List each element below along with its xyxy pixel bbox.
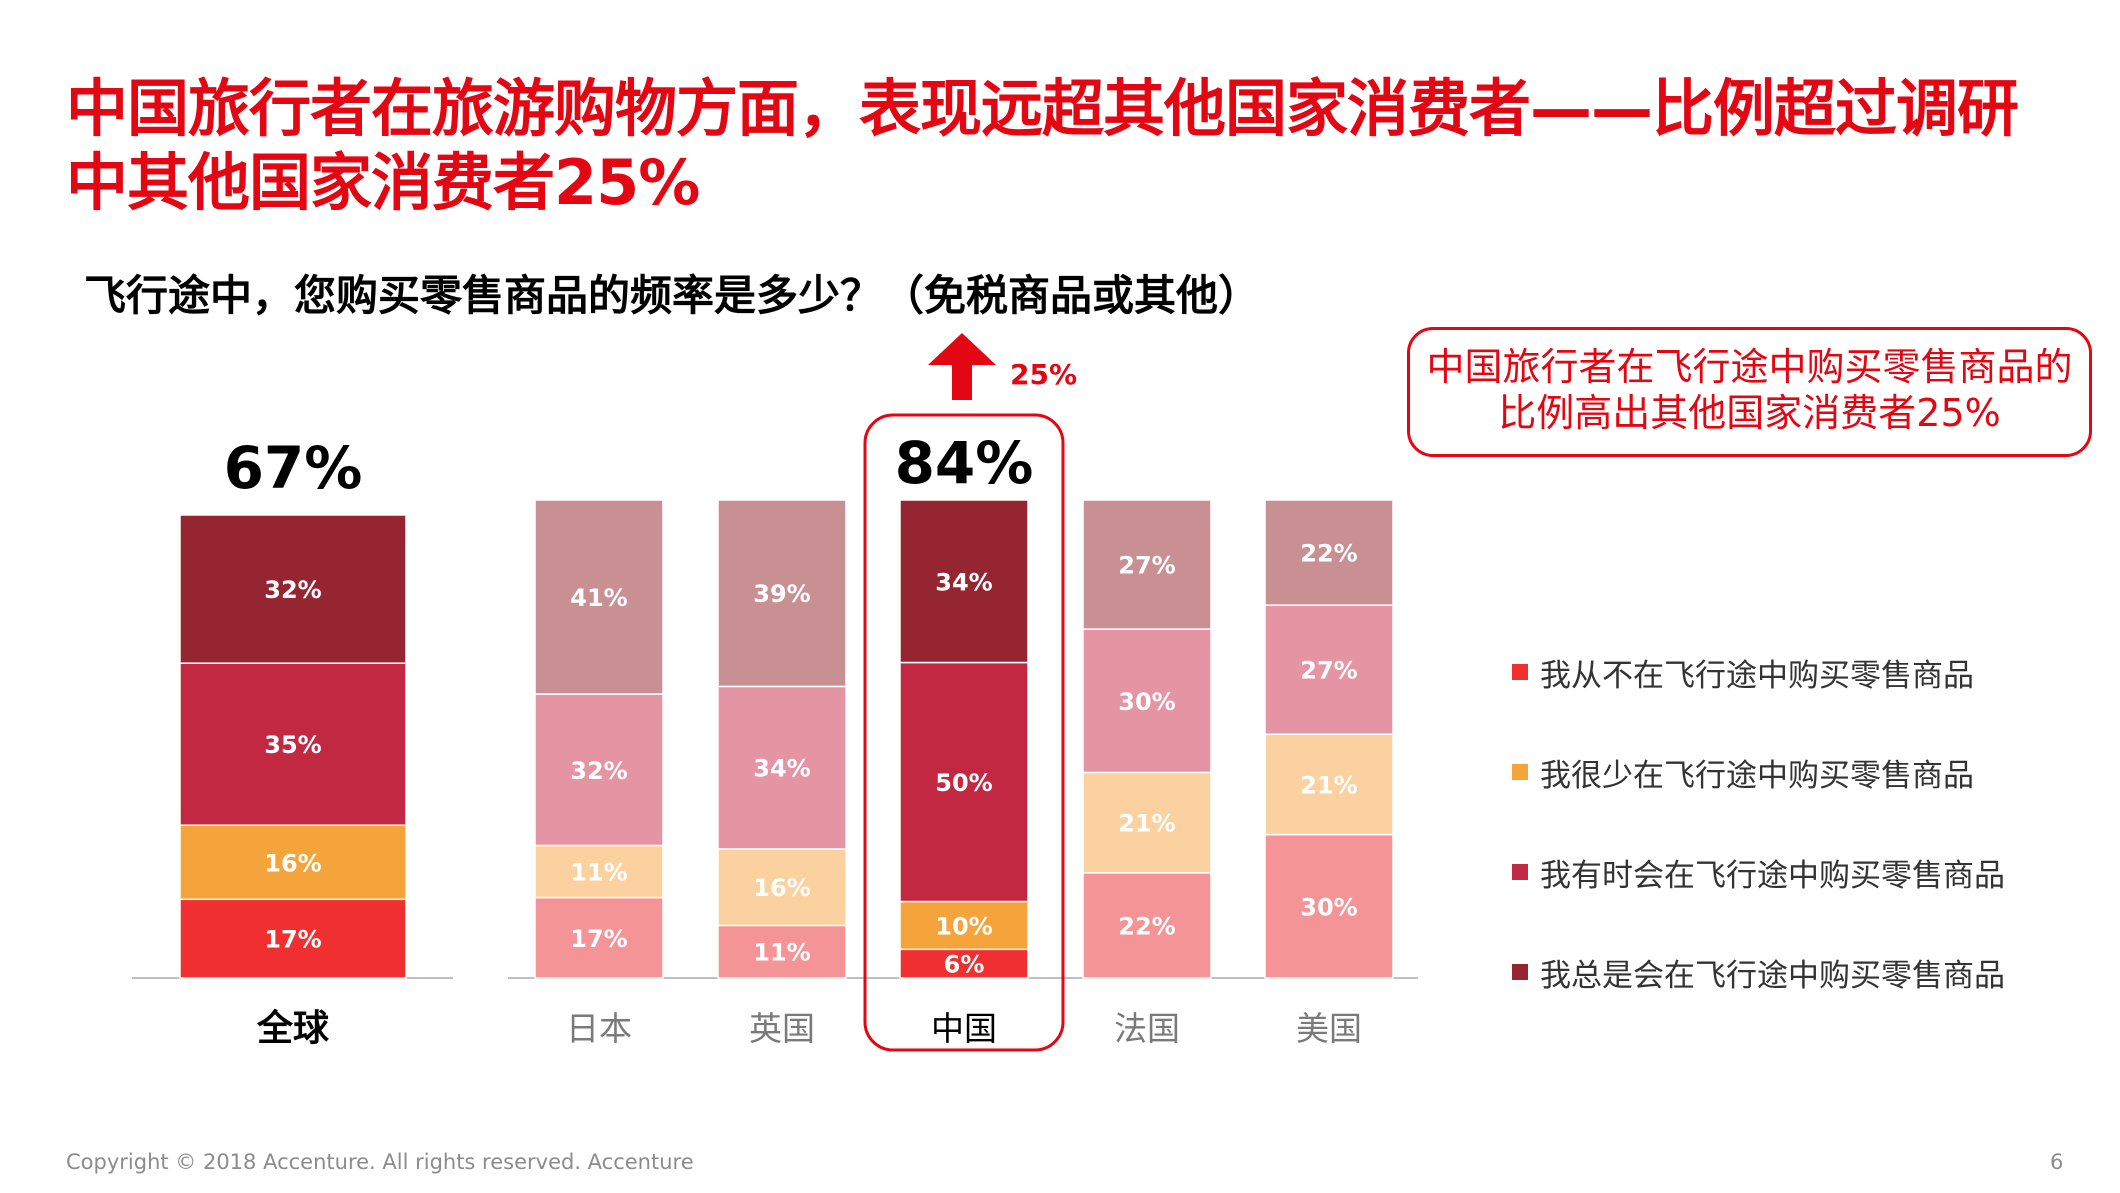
- bar-segment: [179, 898, 407, 979]
- legend-swatch: [1512, 764, 1528, 780]
- legend-item: 我从不在飞行途中购买零售商品: [1512, 622, 2005, 722]
- bar-segment: [179, 662, 407, 826]
- data-label: 17%: [264, 926, 321, 954]
- page-number: 6: [2050, 1150, 2064, 1174]
- category-label: 英国: [749, 1009, 815, 1048]
- data-label: 11%: [753, 939, 810, 967]
- category-label: 法国: [1114, 1009, 1180, 1048]
- legend-swatch: [1512, 964, 1528, 980]
- arrow-label: 25%: [1010, 358, 1077, 391]
- bar-segment: [534, 844, 664, 899]
- category-label: 中国: [931, 1009, 997, 1048]
- data-label: 32%: [570, 757, 627, 785]
- survey-question: 飞行途中，您购买零售商品的频率是多少？（免税商品或其他）: [84, 271, 1261, 320]
- bar-segment: [1264, 604, 1394, 735]
- bar-segment: [1082, 872, 1212, 979]
- data-label: 10%: [935, 912, 992, 940]
- bar-segment: [899, 661, 1029, 903]
- bar-segment: [1082, 771, 1212, 874]
- bar-segment: [534, 896, 664, 979]
- legend-swatch: [1512, 664, 1528, 680]
- bar-segment: [1264, 833, 1394, 979]
- data-label: 50%: [935, 769, 992, 797]
- data-label: 34%: [753, 755, 810, 783]
- data-label: 41%: [570, 584, 627, 612]
- chart-legend: 我从不在飞行途中购买零售商品 我很少在飞行途中购买零售商品 我有时会在飞行途中购买零…: [1512, 622, 2005, 1022]
- legend-label: 我有时会在飞行途中购买零售商品: [1540, 857, 2005, 894]
- bar-segment: [1264, 499, 1394, 606]
- bar-segment: [899, 499, 1029, 664]
- bar-segment: [1264, 733, 1394, 836]
- data-label: 30%: [1118, 688, 1175, 716]
- legend-label: 我很少在飞行途中购买零售商品: [1540, 757, 1974, 794]
- data-label: 21%: [1300, 771, 1357, 799]
- legend-label: 我从不在飞行途中购买零售商品: [1540, 657, 1974, 694]
- total-label: 67%: [224, 434, 363, 502]
- legend-item: 我有时会在飞行途中购买零售商品: [1512, 822, 2005, 922]
- data-label: 30%: [1300, 893, 1357, 921]
- legend-swatch: [1512, 864, 1528, 880]
- bar-segment: [717, 499, 847, 688]
- bar-segment: [179, 824, 407, 901]
- data-label: 34%: [935, 568, 992, 596]
- legend-item: 我很少在飞行途中购买零售商品: [1512, 722, 2005, 822]
- bar-segment: [717, 924, 847, 979]
- legend-item: 我总是会在飞行途中购买零售商品: [1512, 922, 2005, 1022]
- slide-headline: 中国旅行者在旅游购物方面，表现远超其他国家消费者——比例超过调研中其他国家消费者…: [66, 72, 2019, 219]
- bar-segment: [534, 693, 664, 847]
- bar-segment: [179, 514, 407, 664]
- callout-box: 中国旅行者在飞行途中购买零售商品的比例高出其他国家消费者25%: [1407, 327, 2092, 457]
- highlight-box: [863, 413, 1065, 1052]
- data-label: 27%: [1300, 657, 1357, 685]
- bar-segment: [1082, 628, 1212, 774]
- data-label: 21%: [1118, 810, 1175, 838]
- data-label: 6%: [944, 951, 985, 979]
- bar-segment: [717, 685, 847, 850]
- legend-label: 我总是会在飞行途中购买零售商品: [1540, 957, 2005, 994]
- data-label: 35%: [264, 731, 321, 759]
- data-label: 22%: [1118, 912, 1175, 940]
- copyright-footer: Copyright © 2018 Accenture. All rights r…: [66, 1150, 694, 1174]
- data-label: 17%: [570, 925, 627, 953]
- data-label: 11%: [570, 859, 627, 887]
- category-label: 日本: [566, 1009, 632, 1048]
- bar-segment: [1082, 499, 1212, 630]
- data-label: 16%: [753, 874, 810, 902]
- up-arrow-icon: [928, 333, 996, 400]
- category-label: 全球: [256, 1007, 330, 1049]
- category-label: 美国: [1296, 1009, 1362, 1048]
- data-label: 16%: [264, 849, 321, 877]
- total-label: 84%: [895, 429, 1034, 497]
- data-label: 22%: [1300, 540, 1357, 568]
- bar-segment: [717, 848, 847, 927]
- data-label: 32%: [264, 576, 321, 604]
- data-label: 39%: [753, 580, 810, 608]
- data-label: 27%: [1118, 552, 1175, 580]
- bar-segment: [534, 499, 664, 695]
